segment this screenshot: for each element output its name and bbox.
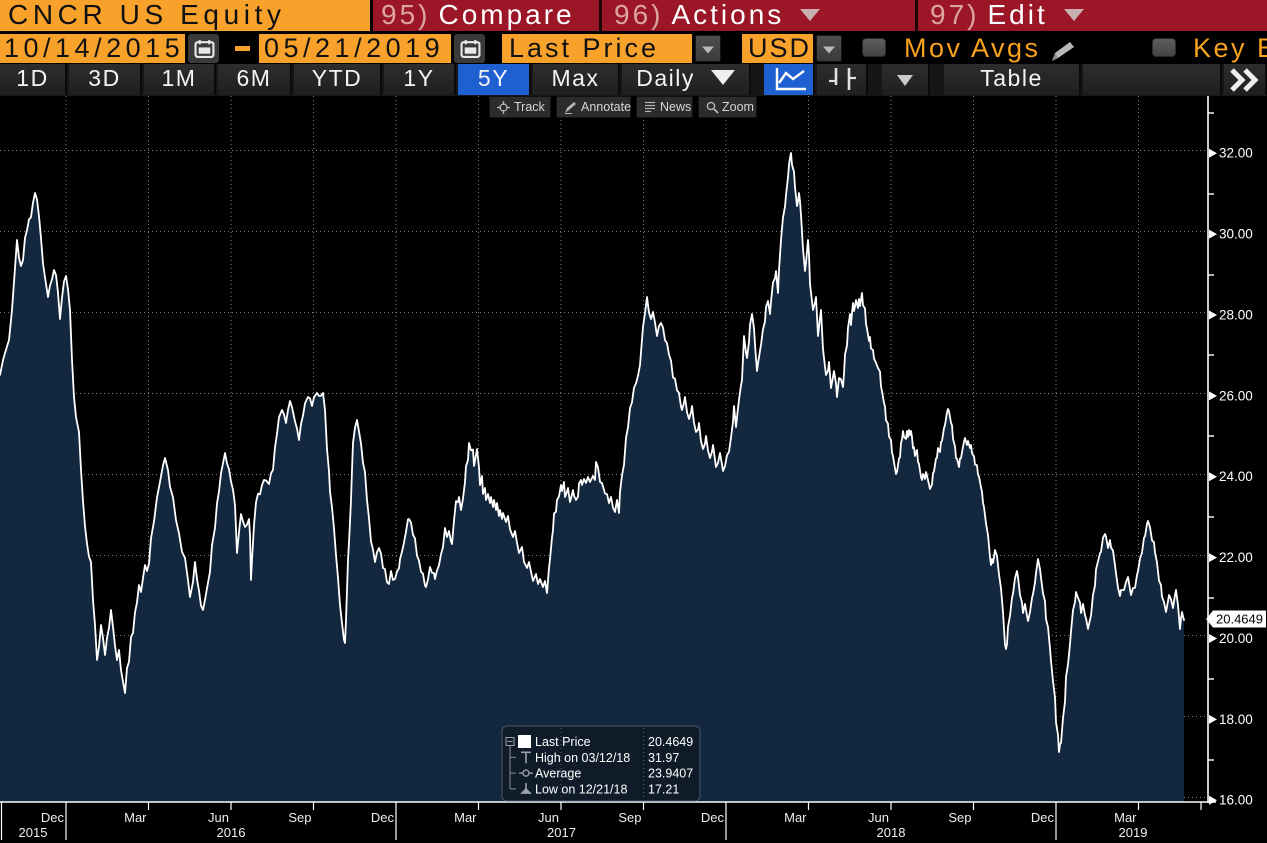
svg-text:30.00: 30.00 [1219,227,1253,242]
svg-text:20.4649: 20.4649 [1216,612,1263,627]
svg-text:26.00: 26.00 [1219,388,1253,403]
svg-text:High on 03/12/18: High on 03/12/18 [535,751,630,765]
svg-text:2015: 2015 [19,825,48,840]
svg-text:2017: 2017 [547,825,576,840]
svg-text:2016: 2016 [217,825,246,840]
svg-text:Mar: Mar [454,810,477,825]
svg-text:Jun: Jun [538,810,559,825]
svg-text:28.00: 28.00 [1219,307,1253,322]
svg-text:Mar: Mar [124,810,147,825]
svg-text:23.9407: 23.9407 [648,767,693,781]
svg-text:Jun: Jun [868,810,889,825]
svg-text:Dec: Dec [701,810,725,825]
svg-text:20.4649: 20.4649 [648,735,693,749]
svg-text:2019: 2019 [1119,825,1148,840]
svg-text:16.00: 16.00 [1219,793,1253,808]
svg-text:Dec: Dec [371,810,395,825]
svg-text:Sep: Sep [288,810,311,825]
svg-text:Sep: Sep [618,810,641,825]
svg-text:Last Price: Last Price [535,735,591,749]
svg-text:22.00: 22.00 [1219,550,1253,565]
svg-text:Sep: Sep [948,810,971,825]
svg-text:31.97: 31.97 [648,751,679,765]
svg-text:Jun: Jun [208,810,229,825]
svg-text:18.00: 18.00 [1219,712,1253,727]
svg-text:17.21: 17.21 [648,782,679,796]
svg-text:32.00: 32.00 [1219,146,1253,161]
svg-text:Average: Average [535,767,581,781]
svg-text:24.00: 24.00 [1219,469,1253,484]
svg-text:2018: 2018 [877,825,906,840]
svg-text:20.00: 20.00 [1219,631,1253,646]
svg-text:Mar: Mar [784,810,807,825]
svg-text:Dec: Dec [1031,810,1055,825]
svg-text:Mar: Mar [1114,810,1137,825]
svg-text:Low on 12/21/18: Low on 12/21/18 [535,782,627,796]
svg-text:Dec: Dec [41,810,65,825]
